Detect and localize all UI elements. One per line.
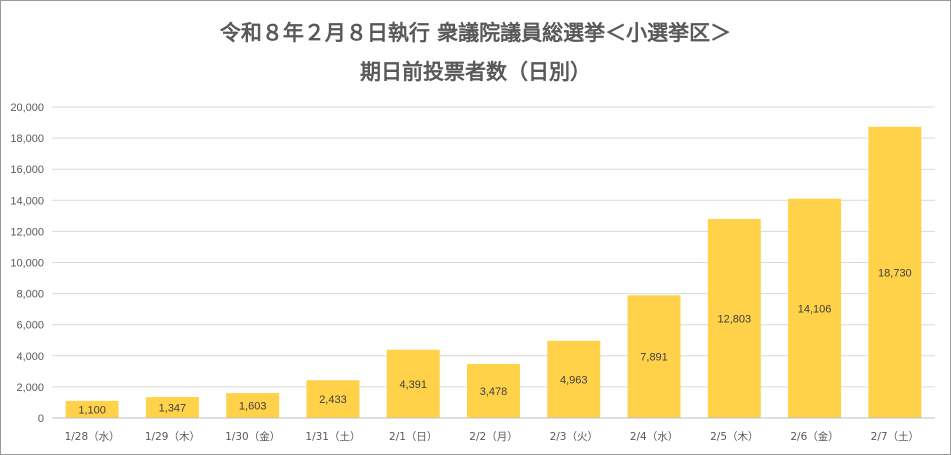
y-tick-label: 6,000 xyxy=(16,320,44,332)
y-tick-label: 14,000 xyxy=(10,195,44,207)
x-tick-label: 2/1（日） xyxy=(389,431,437,443)
bar xyxy=(226,393,280,418)
data-labels: 1,100 1,347 1,603 2,433 4,391 3,478 4,963 7,891… xyxy=(78,267,911,416)
data-label: 1,603 xyxy=(239,401,267,413)
y-tick-label: 8,000 xyxy=(16,289,44,301)
data-label: 3,478 xyxy=(480,386,508,398)
x-tick-label: 2/5（木） xyxy=(710,431,758,443)
chart-title: 令和８年２月８日執行 衆議院議員総選挙＜小選挙区＞ xyxy=(219,21,732,45)
bar xyxy=(547,340,601,418)
bar xyxy=(65,400,119,418)
chart-title-area: 令和８年２月８日執行 衆議院議員総選挙＜小選挙区＞ 期日前投票者数（日別） xyxy=(1,1,950,97)
y-tick-label: 18,000 xyxy=(10,133,44,145)
data-label: 14,106 xyxy=(798,303,832,315)
x-tick-label: 1/31（土） xyxy=(305,430,360,443)
data-label: 2,433 xyxy=(319,394,347,406)
bar xyxy=(707,218,761,418)
y-tick-label: 12,000 xyxy=(10,226,44,238)
data-label: 1,347 xyxy=(159,403,187,415)
data-label: 7,891 xyxy=(640,352,668,364)
bar xyxy=(467,363,520,418)
x-tick-label: 2/2（月） xyxy=(469,431,517,443)
chart-subtitle: 期日前投票者数（日別） xyxy=(360,60,591,84)
x-tick-label: 2/3（火） xyxy=(550,431,598,443)
x-tick-label: 1/30（金） xyxy=(225,430,280,443)
y-tick-label: 2,000 xyxy=(16,382,44,394)
data-label: 4,391 xyxy=(399,379,427,391)
bar xyxy=(306,380,360,418)
bar xyxy=(145,397,199,418)
x-tick-label: 1/29（木） xyxy=(145,431,200,443)
x-tick-label: 1/28（水） xyxy=(65,431,120,443)
bar xyxy=(386,349,440,418)
y-tick-label: 4,000 xyxy=(16,351,44,363)
data-label: 1,100 xyxy=(78,404,106,416)
x-axis: 1/28（水） 1/29（木） 1/30（金） 1/31（土） 2/1（日） 2/2（月）… xyxy=(52,417,935,443)
y-tick-label: 16,000 xyxy=(10,164,44,176)
bar xyxy=(868,126,922,418)
bar xyxy=(627,295,681,418)
data-label: 12,803 xyxy=(717,313,751,325)
y-axis: 0 2,000 4,000 6,000 8,000 10,000 12,000 14,000 1… xyxy=(10,102,44,425)
y-tick-label: 0 xyxy=(38,413,44,425)
y-tick-label: 20,000 xyxy=(10,102,44,114)
data-label: 4,963 xyxy=(560,374,588,386)
bars xyxy=(65,126,922,418)
bar xyxy=(788,198,842,418)
data-label: 18,730 xyxy=(878,267,912,279)
x-tick-label: 2/7（土） xyxy=(871,430,919,443)
x-tick-label: 2/6（金） xyxy=(790,430,838,443)
y-tick-label: 10,000 xyxy=(10,258,44,270)
x-tick-label: 2/4（水） xyxy=(630,431,678,443)
